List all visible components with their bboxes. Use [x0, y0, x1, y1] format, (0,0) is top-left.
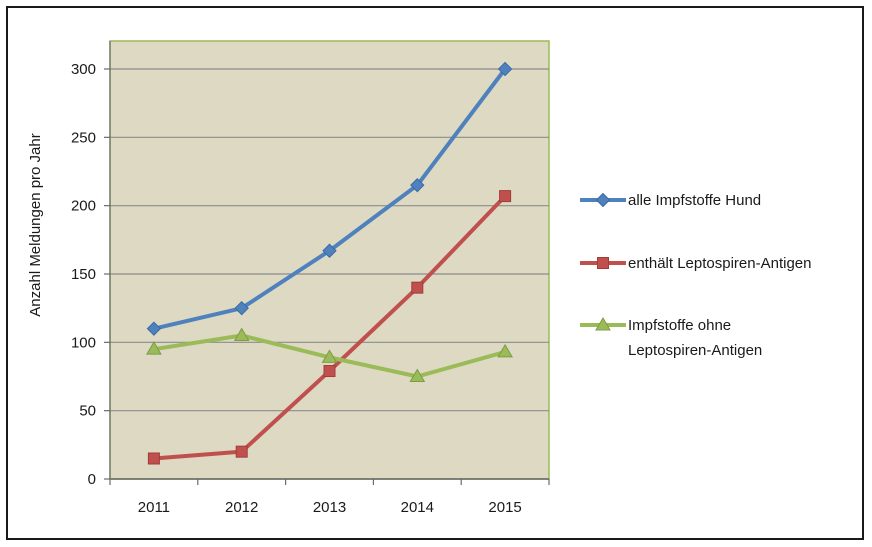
x-axis-ticks: 2011 2012 2013 2014 2015 — [109, 478, 550, 516]
data-point — [235, 445, 248, 458]
data-point — [322, 243, 337, 258]
data-point — [321, 349, 338, 363]
series-group — [146, 61, 513, 465]
y-tick-label: 150 — [71, 266, 96, 283]
y-tick-label: 100 — [71, 334, 96, 351]
data-point — [146, 341, 162, 355]
legend: alle Impfstoffe Hund enthält Leptospiren-… — [580, 192, 811, 359]
data-point — [497, 61, 513, 77]
x-tick-label: 2014 — [401, 499, 434, 516]
y-tick-label: 50 — [79, 403, 96, 420]
data-point — [497, 343, 513, 358]
data-point — [499, 190, 512, 203]
plot-area — [109, 40, 550, 480]
x-tick-label: 2011 — [138, 499, 170, 516]
data-point — [146, 321, 162, 336]
legend-swatch-marker — [597, 257, 609, 269]
series-1 — [147, 190, 512, 465]
legend-label: Impfstoffe ohne — [628, 317, 731, 334]
y-tick-label: 200 — [71, 198, 96, 215]
data-point — [409, 368, 426, 382]
legend-item-1: enthält Leptospiren-Antigen — [580, 255, 811, 272]
data-point — [234, 300, 249, 316]
data-point — [233, 327, 250, 341]
x-tick-label: 2015 — [488, 499, 521, 516]
y-tick-label: 250 — [71, 129, 96, 146]
x-tick-label: 2013 — [313, 499, 346, 516]
legend-item-0: alle Impfstoffe Hund — [580, 192, 761, 209]
series-2 — [146, 327, 513, 382]
y-axis-title: Anzahl Meldungen pro Jahr — [27, 133, 44, 316]
legend-item-2: Impfstoffe ohne Leptospiren-Antigen — [580, 317, 762, 359]
legend-swatch-marker — [595, 192, 611, 208]
data-point — [323, 365, 336, 378]
data-point — [147, 452, 160, 465]
data-point — [411, 281, 424, 294]
y-axis-ticks: 0 50 100 150 200 250 300 — [71, 41, 111, 488]
legend-swatch-marker — [595, 317, 611, 331]
legend-label: alle Impfstoffe Hund — [628, 192, 761, 209]
data-point — [410, 177, 425, 193]
legend-label: enthält Leptospiren-Antigen — [628, 255, 811, 272]
y-tick-label: 300 — [71, 61, 96, 78]
y-tick-label: 0 — [88, 471, 96, 488]
series-0 — [146, 61, 513, 336]
legend-label: Leptospiren-Antigen — [628, 342, 762, 359]
x-tick-label: 2012 — [225, 499, 258, 516]
